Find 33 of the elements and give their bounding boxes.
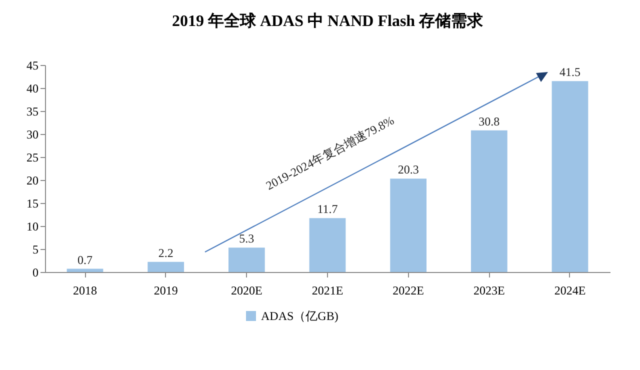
bar [148, 262, 184, 272]
y-tick-label: 20 [26, 174, 38, 188]
y-tick-label: 15 [26, 196, 38, 210]
x-tick-label: 2018 [73, 284, 98, 298]
x-tick-label: 2024E [554, 284, 586, 298]
data-label: 0.7 [78, 252, 93, 267]
data-label: 41.5 [559, 65, 580, 80]
y-tick-label: 5 [32, 242, 38, 256]
bar [470, 130, 508, 272]
x-tick-label: 2021E [312, 284, 344, 298]
y-tick-label: 45 [26, 58, 38, 72]
data-label: 5.3 [239, 232, 254, 246]
x-tick-label: 2022E [392, 284, 424, 298]
bar [309, 218, 346, 272]
data-label: 20.3 [398, 162, 419, 177]
y-tick-label: 0 [32, 266, 38, 280]
bar [228, 248, 265, 272]
bar [552, 81, 588, 272]
x-tick-label: 2020E [231, 284, 262, 298]
x-tick-label: 2019 [154, 284, 178, 298]
chart-title: 2019 年全球 ADAS 中 NAND Flash 存储需求 [172, 12, 484, 30]
y-tick-label: 10 [26, 220, 38, 234]
bar [390, 178, 427, 272]
y-tick-label: 25 [26, 150, 38, 164]
y-tick-label: 30 [26, 128, 38, 142]
legend-label: ADAS（亿GB) [261, 309, 338, 323]
data-label: 30.8 [478, 114, 500, 128]
y-tick-label: 35 [26, 104, 38, 118]
x-tick-label: 2023E [473, 284, 505, 298]
data-label: 11.7 [317, 202, 338, 216]
y-tick-label: 40 [26, 82, 38, 96]
data-label: 2.2 [158, 246, 174, 260]
bar [66, 268, 104, 272]
